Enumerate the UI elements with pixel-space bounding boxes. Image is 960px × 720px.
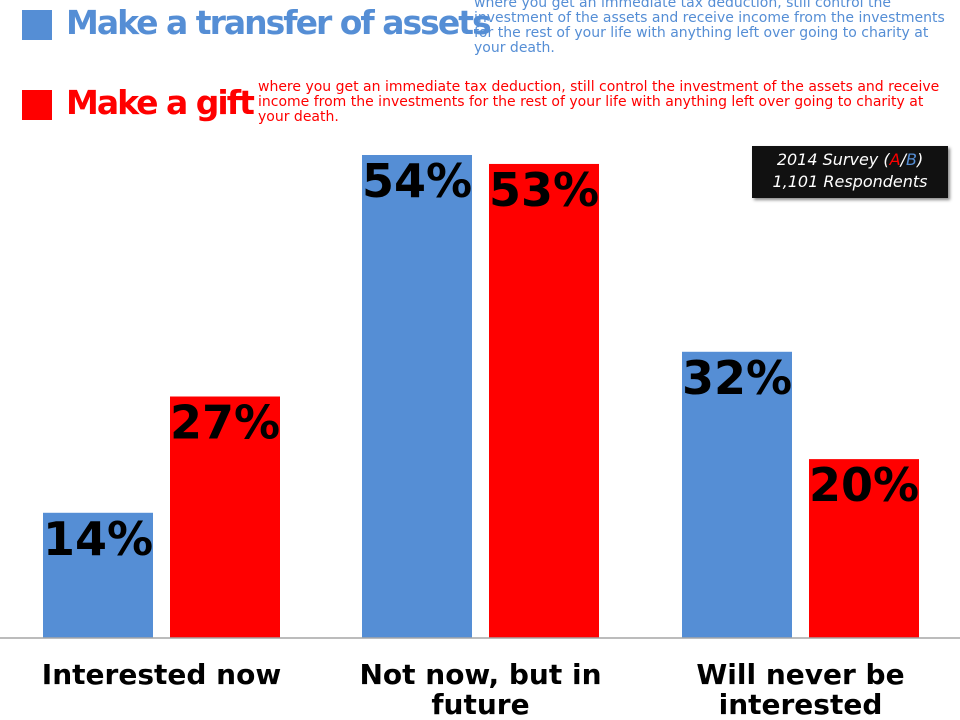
- survey-info-box: 2014 Survey (A/B) 1,101 Respondents: [752, 146, 948, 198]
- data-label-transfer-not-now-future: 54%: [362, 154, 472, 208]
- bar-gift-never-interested: [809, 459, 919, 638]
- survey-suffix: ): [916, 150, 924, 169]
- bar-gift-interested-now: [170, 396, 280, 638]
- survey-b-letter: B: [905, 150, 917, 169]
- legend-swatch-gift: [22, 90, 52, 120]
- legend-description-transfer: where you get an immediate tax deduction…: [474, 0, 945, 56]
- category-label-never-interested: Will never be: [696, 658, 904, 691]
- data-label-gift-not-now-future: 53%: [489, 163, 599, 217]
- labels-group: 14% 54% 32% 27% 53% 20%: [43, 154, 919, 566]
- bars-group: [43, 155, 919, 638]
- data-label-transfer-never-interested: 32%: [682, 351, 792, 405]
- legend-title-gift: Make a gift: [66, 83, 255, 122]
- legend-description-gift: where you get an immediate tax deduction…: [258, 79, 940, 125]
- bar-transfer-interested-now: [43, 512, 153, 638]
- bar-transfer-not-now-future: [362, 155, 472, 638]
- category-label-never-interested-line2: interested: [719, 688, 883, 720]
- legend-title-transfer: Make a transfer of assets: [66, 3, 492, 42]
- legend-swatch-transfer: [22, 10, 52, 40]
- bar-transfer-never-interested: [682, 351, 792, 638]
- category-label-not-now-future: Not now, but in: [359, 658, 601, 691]
- bar-gift-not-now-future: [489, 163, 599, 638]
- category-label-not-now-future-line2: future: [431, 688, 529, 720]
- survey-separator: /: [900, 150, 906, 169]
- data-label-gift-interested-now: 27%: [170, 396, 280, 450]
- survey-a-letter: A: [889, 150, 901, 169]
- survey-year-line: 2014 Survey (A/B): [752, 149, 948, 171]
- data-label-gift-never-interested: 20%: [809, 458, 919, 512]
- survey-respondents-line: 1,101 Respondents: [772, 172, 928, 191]
- category-label-interested-now: Interested now: [42, 658, 281, 691]
- survey-prefix: 2014 Survey (: [776, 150, 890, 169]
- data-label-transfer-interested-now: 14%: [43, 512, 153, 566]
